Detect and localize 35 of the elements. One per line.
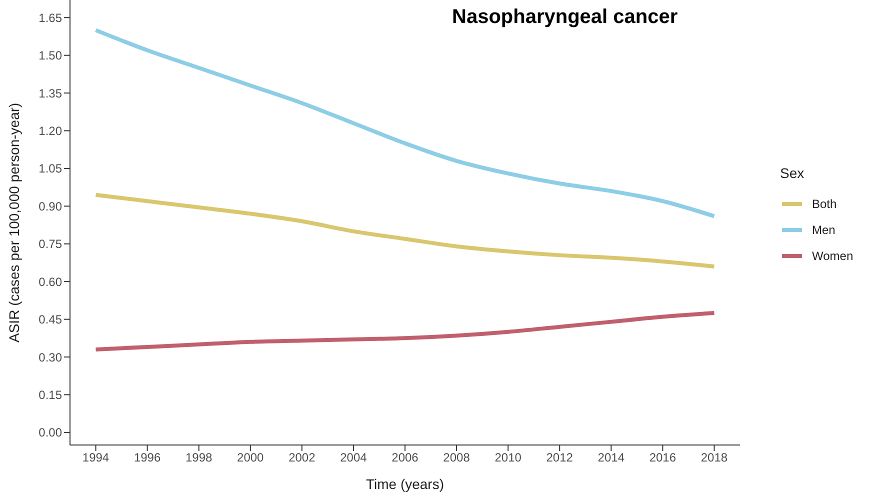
legend-label: Women — [812, 249, 854, 263]
x-tick-label: 1996 — [134, 450, 161, 465]
legend-title: Sex — [780, 165, 806, 181]
line-series — [94, 192, 716, 268]
y-tick-label: 1.35 — [38, 86, 62, 100]
x-tick-label: 2010 — [494, 450, 522, 465]
x-tick-label: 2014 — [598, 450, 625, 465]
x-tick-label: 2000 — [237, 450, 264, 465]
y-tick-label: 0.15 — [38, 388, 62, 402]
y-tick-label: 0.45 — [38, 312, 62, 327]
x-tick-label: 1998 — [185, 450, 213, 465]
y-axis-title: ASIR (cases per 100,000 person-year) — [6, 102, 22, 342]
x-tick-label: 2018 — [700, 450, 728, 465]
legend-label: Men — [812, 223, 836, 237]
y-tick-label: 0.90 — [38, 199, 62, 214]
x-tick-label: 1994 — [82, 450, 110, 465]
chart-title: Nasopharyngeal cancer — [452, 6, 678, 29]
y-tick-label: 1.05 — [38, 162, 62, 176]
y-tick-label: 0.00 — [38, 426, 62, 440]
x-tick-label: 2004 — [340, 450, 368, 465]
x-axis-title: Time (years) — [366, 476, 444, 492]
line-series — [94, 311, 716, 352]
x-tick-label: 2012 — [546, 450, 574, 465]
y-tick-label: 1.20 — [38, 124, 62, 138]
line-series — [94, 28, 716, 218]
legend-label: Both — [812, 197, 837, 211]
y-tick-label: 1.65 — [38, 10, 62, 25]
x-tick-label: 2016 — [649, 450, 676, 465]
y-tick-label: 1.50 — [38, 48, 62, 63]
x-tick-label: 2002 — [288, 450, 316, 465]
x-tick-label: 2008 — [443, 450, 470, 465]
y-tick-label: 0.60 — [38, 274, 62, 289]
y-tick-label: 0.75 — [38, 237, 62, 252]
x-tick-label: 2006 — [392, 450, 419, 465]
y-tick-label: 0.30 — [38, 350, 62, 364]
